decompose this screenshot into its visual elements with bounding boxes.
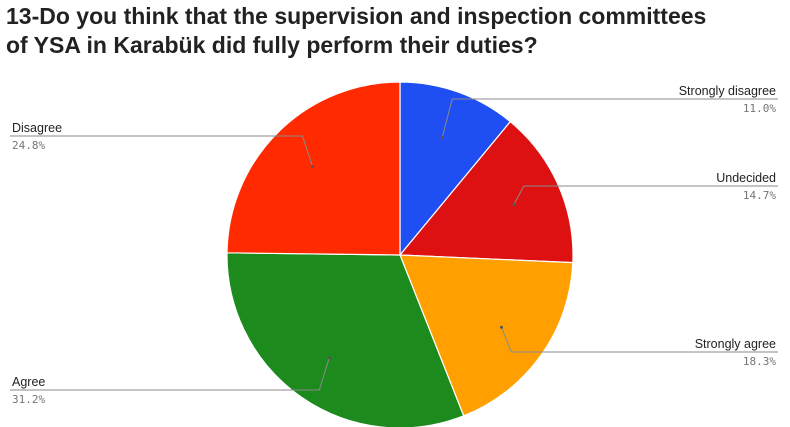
leader-line-strongly-disagree <box>441 98 778 138</box>
pie-slice-agree <box>226 252 465 427</box>
slice-label-disagree: Disagree <box>12 121 62 135</box>
pie-slice-strongly-disagree <box>399 81 512 257</box>
slice-percent-strongly-disagree: 11.0% <box>743 102 776 115</box>
chart-title-line-2: of YSA in Karabük did fully perform thei… <box>6 32 538 58</box>
leader-line-strongly-agree <box>500 327 778 353</box>
pie-slice-undecided <box>398 120 574 264</box>
leader-dot-undecided <box>512 202 516 206</box>
leader-line-disagree <box>10 135 313 167</box>
slice-label-agree: Agree <box>12 375 45 389</box>
leader-dot-agree <box>327 356 331 360</box>
slice-percent-disagree: 24.8% <box>12 139 45 152</box>
leader-line-agree <box>10 357 330 391</box>
leader-dot-strongly-disagree <box>440 136 444 140</box>
leader-dot-strongly-agree <box>499 325 503 329</box>
slice-label-strongly-disagree: Strongly disagree <box>679 84 776 98</box>
slice-percent-undecided: 14.7% <box>743 189 776 202</box>
slice-label-strongly-agree: Strongly agree <box>695 337 776 351</box>
chart-title: 13-Do you think that the supervision and… <box>6 2 786 60</box>
slice-percent-agree: 31.2% <box>12 393 45 406</box>
chart-title-line-1: 13-Do you think that the supervision and… <box>6 3 707 29</box>
slice-label-undecided: Undecided <box>716 171 776 185</box>
leader-line-undecided <box>513 185 778 205</box>
pie-slice-strongly-agree <box>399 254 574 417</box>
pie-slice-disagree <box>226 81 401 256</box>
leader-dot-disagree <box>310 164 314 168</box>
slice-percent-strongly-agree: 18.3% <box>743 355 776 368</box>
